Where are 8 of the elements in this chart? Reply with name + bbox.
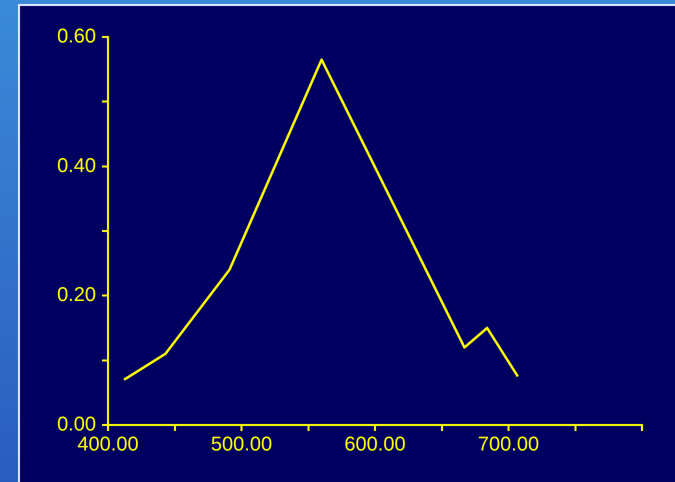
x-tick-label: 400.00 — [77, 434, 139, 456]
y-tick-label: 0.40 — [57, 154, 96, 177]
x-tick-label: 500.00 — [210, 434, 272, 456]
x-tick-label: 600.00 — [344, 434, 406, 456]
y-tick-label: 0.00 — [57, 414, 96, 436]
x-tick-label: 700.00 — [478, 434, 540, 456]
y-tick-label: 0.60 — [57, 26, 96, 48]
y-tick-label: 0.20 — [57, 284, 96, 306]
